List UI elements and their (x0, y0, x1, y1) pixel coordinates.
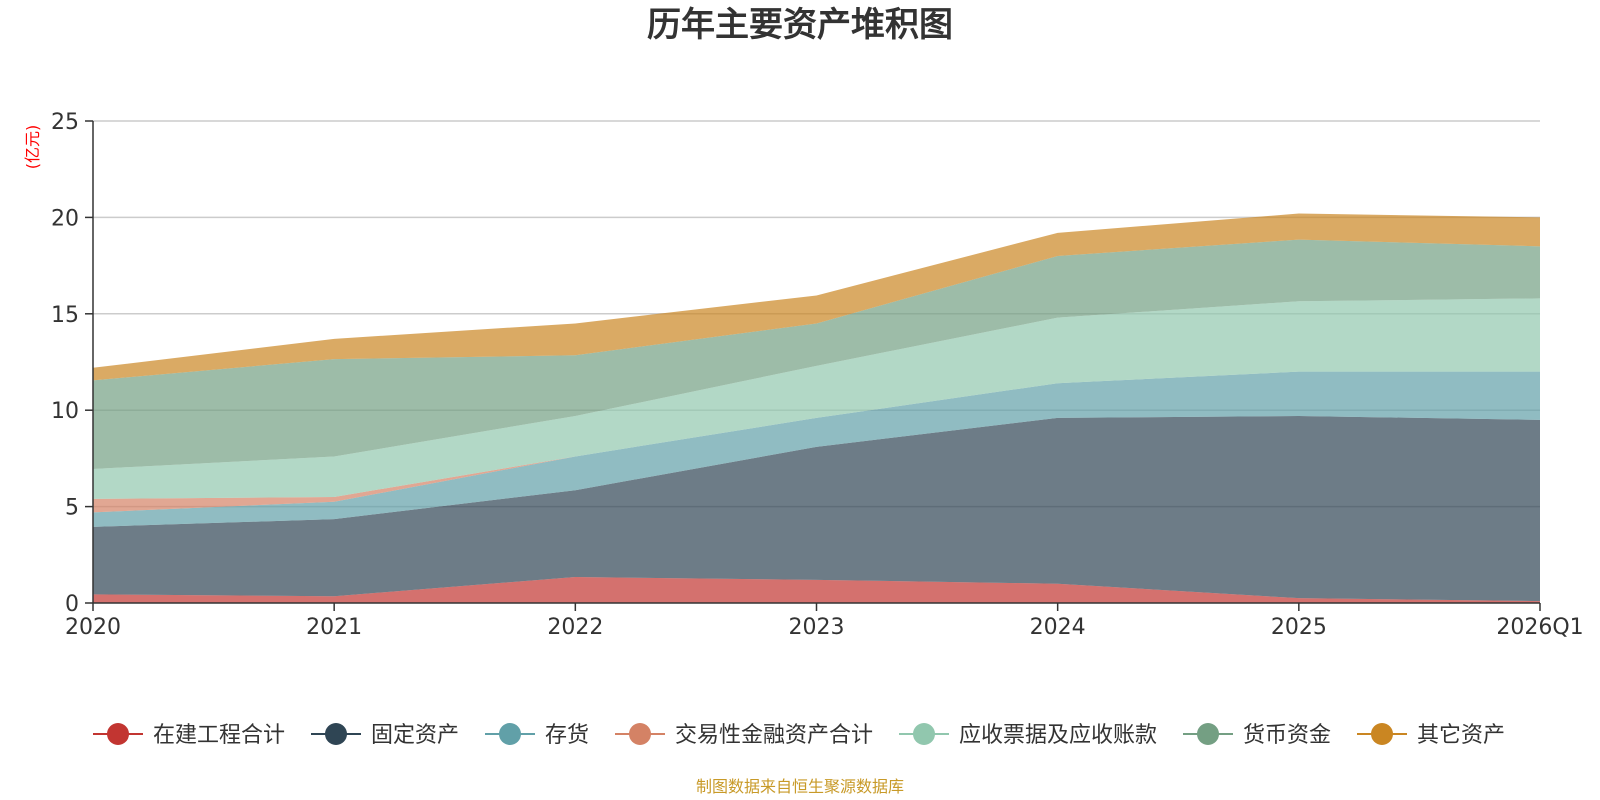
area-series (93, 213, 1540, 603)
y-tick-label-5: 5 (65, 496, 79, 521)
x-tick-label-7: 2026Q1 (1496, 615, 1583, 640)
x-tick-label-3: 2022 (547, 615, 603, 640)
legend-label-3: 存货 (545, 723, 589, 748)
legend-item-4[interactable]: 交易性金融资产合计 (615, 723, 873, 748)
x-tick-label-1: 2020 (65, 615, 121, 640)
x-tick-label-6: 2025 (1271, 615, 1327, 640)
area-series-3 (93, 371, 1540, 527)
area-series-1 (93, 576, 1540, 603)
area-series-5 (93, 298, 1540, 499)
y-tick-label-20: 20 (51, 206, 79, 231)
y-tick-label-25: 25 (51, 110, 79, 135)
legend-item-1[interactable]: 在建工程合计 (93, 723, 285, 748)
x-tick-label-4: 2023 (789, 615, 845, 640)
legend-label-4: 交易性金融资产合计 (675, 723, 873, 748)
area-series-4 (93, 371, 1540, 513)
y-tick-label-10: 10 (51, 399, 79, 424)
legend-item-7[interactable]: 其它资产 (1357, 723, 1505, 748)
source-note: 制图数据来自恒生聚源数据库 (696, 777, 904, 796)
legend-marker-5 (913, 723, 935, 745)
legend-item-6[interactable]: 货币资金 (1183, 723, 1331, 748)
legend: 在建工程合计 固定资产 存货 交易性金融资产合计 应收票据及应收账款 货币资金 其它资产 (93, 723, 1505, 748)
legend-marker-4 (629, 723, 651, 745)
legend-marker-1 (107, 723, 129, 745)
area-series-2 (93, 415, 1540, 602)
chart-title: 历年主要资产堆积图 (647, 5, 953, 45)
area-series-7 (93, 213, 1540, 381)
y-tick-label-15: 15 (51, 303, 79, 328)
legend-label-7: 其它资产 (1417, 723, 1505, 748)
y-tick-label-0: 0 (65, 592, 79, 617)
legend-marker-3 (499, 723, 521, 745)
x-tick-label-5: 2024 (1030, 615, 1086, 640)
legend-item-2[interactable]: 固定资产 (311, 723, 459, 748)
legend-marker-2 (325, 723, 347, 745)
y-axis-unit-label: (亿元) (23, 125, 42, 170)
legend-item-3[interactable]: 存货 (485, 723, 589, 748)
legend-item-5[interactable]: 应收票据及应收账款 (899, 723, 1157, 748)
legend-label-6: 货币资金 (1243, 723, 1331, 748)
area-series-6 (93, 239, 1540, 470)
legend-label-2: 固定资产 (371, 723, 459, 748)
x-tick-label-2: 2021 (306, 615, 362, 640)
legend-marker-6 (1197, 723, 1219, 745)
legend-marker-7 (1371, 723, 1393, 745)
legend-label-5: 应收票据及应收账款 (959, 723, 1157, 748)
legend-label-1: 在建工程合计 (153, 723, 285, 748)
